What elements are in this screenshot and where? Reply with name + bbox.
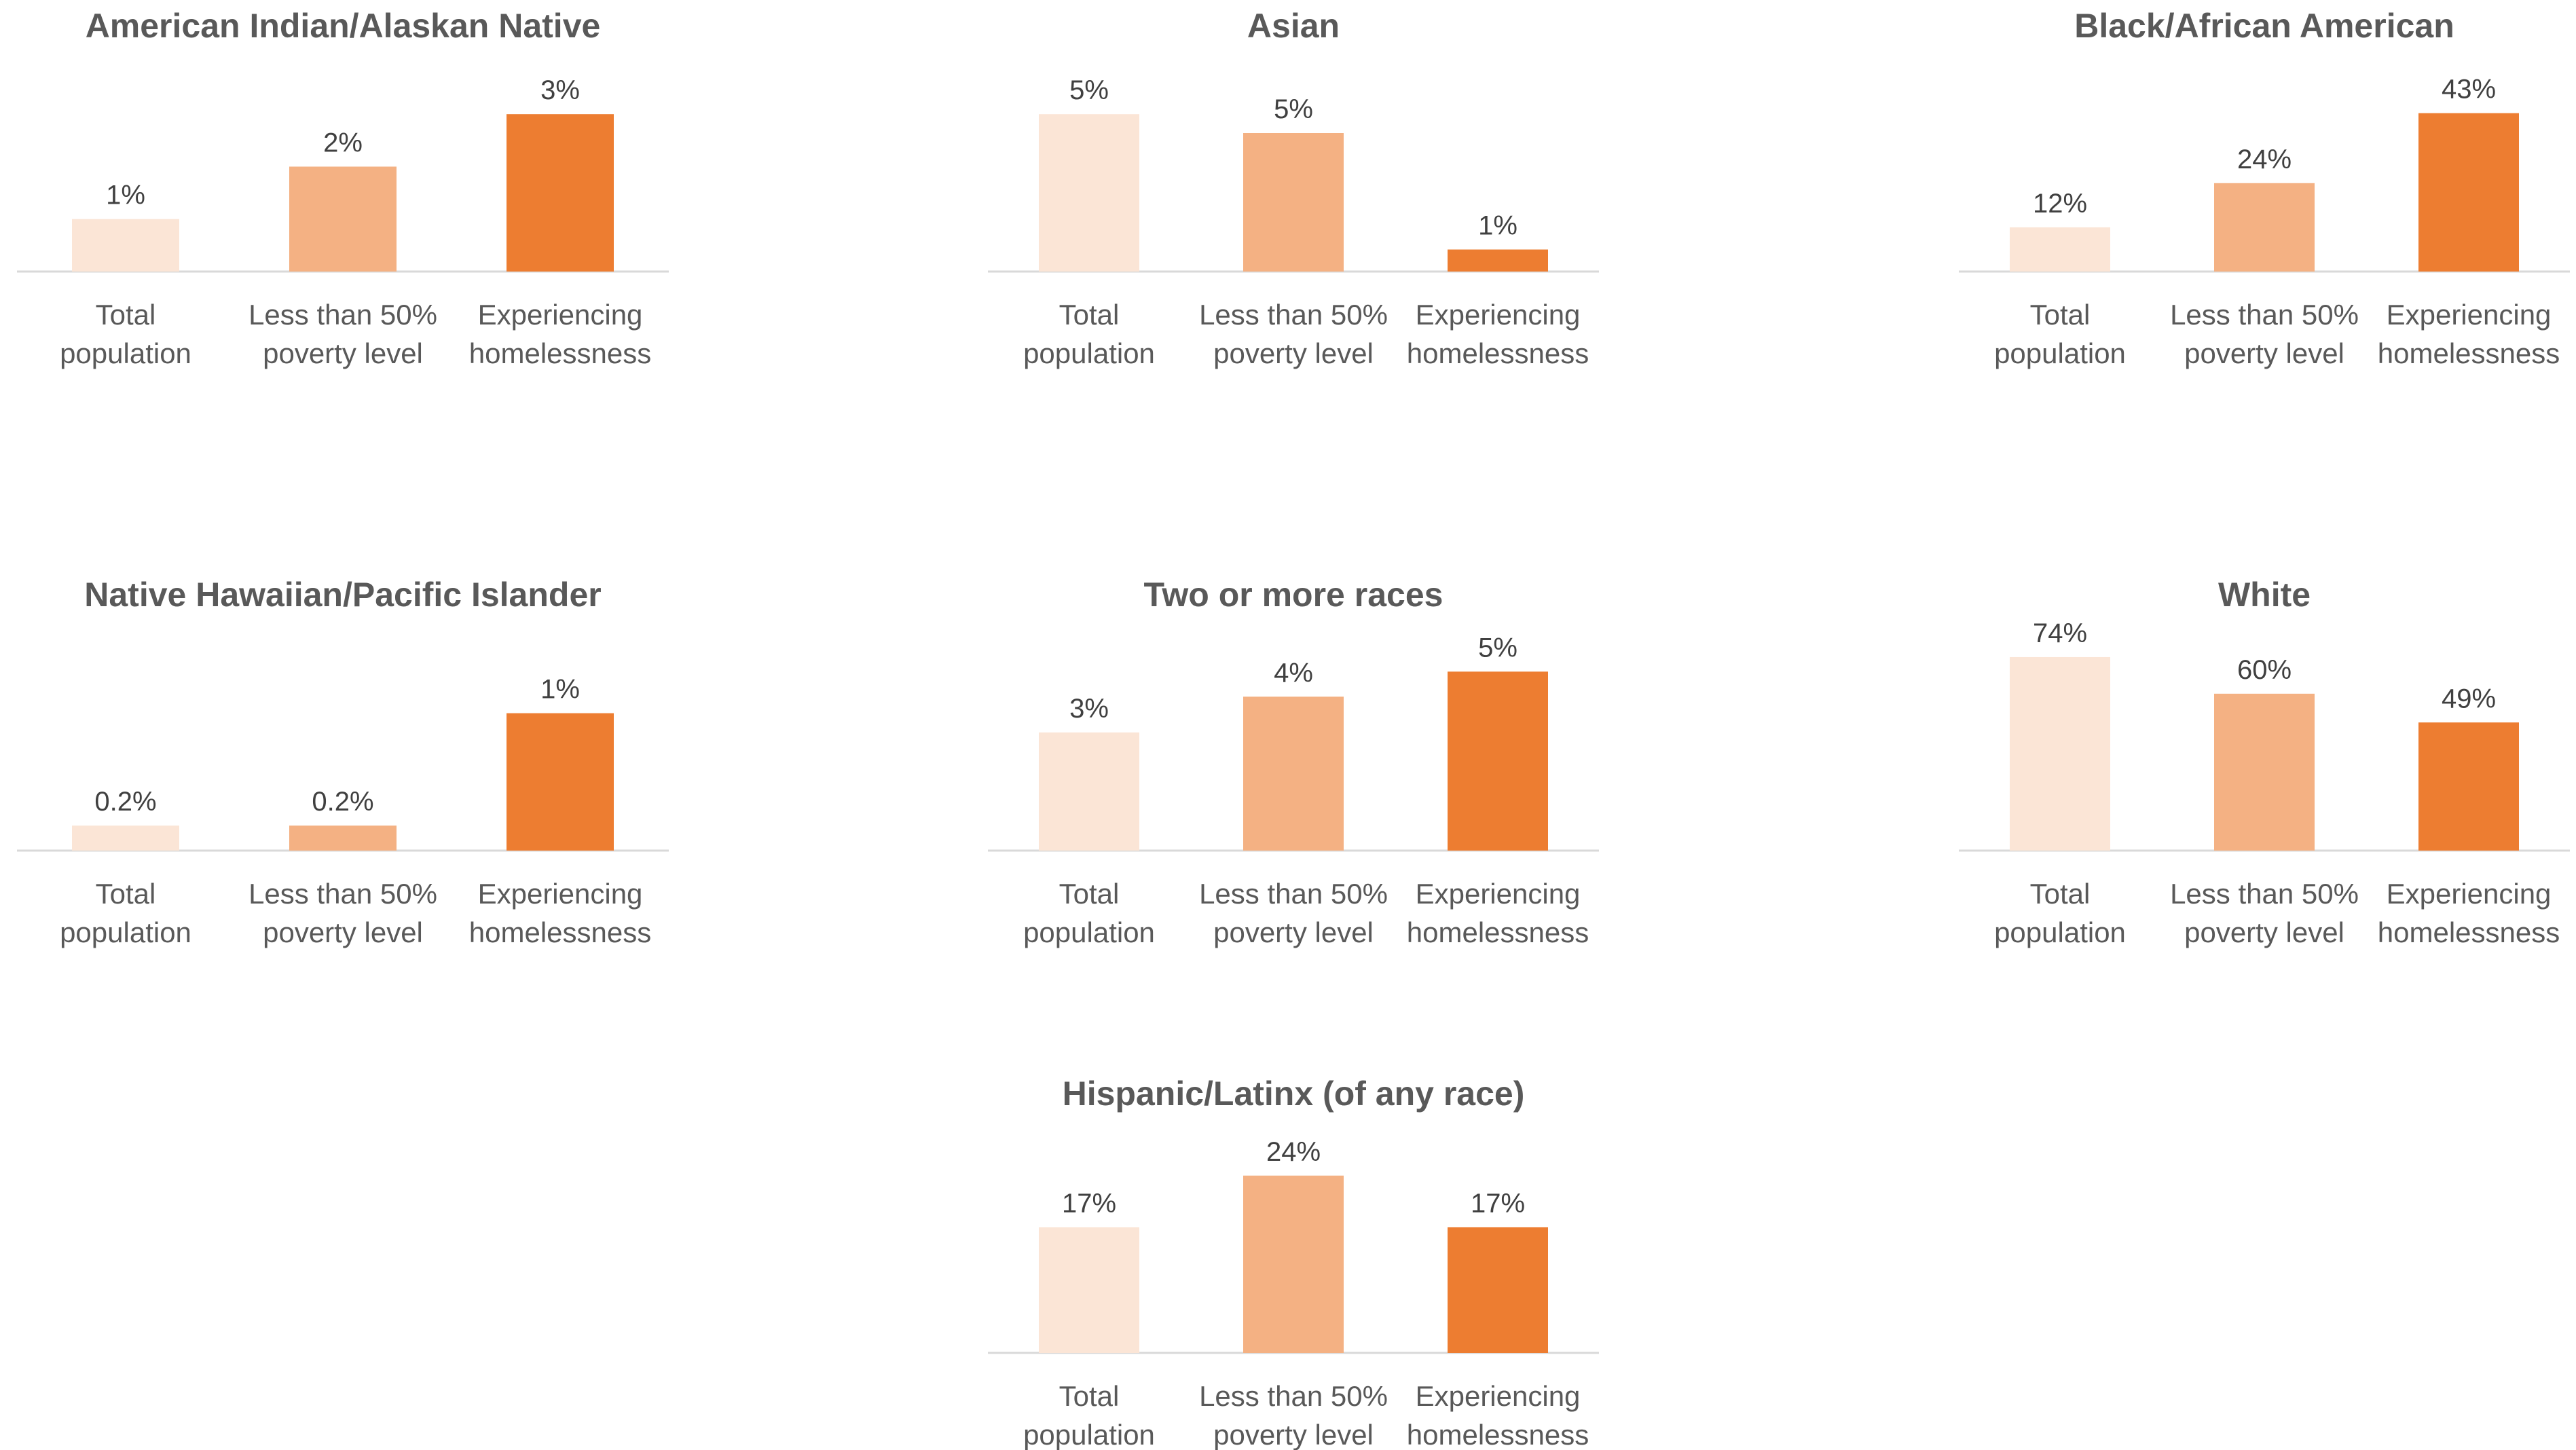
x-tick-label: Total: [1059, 299, 1120, 331]
x-tick-label: Less than 50%: [249, 878, 437, 910]
data-label: 24%: [2237, 145, 2292, 174]
x-tick-label: homelessness: [2378, 916, 2560, 948]
chart-title: Black/African American: [2074, 7, 2454, 45]
bar-total-population: [1039, 114, 1139, 272]
bar-experiencing-homelessness: [1448, 671, 1548, 851]
data-label: 17%: [1471, 1189, 1525, 1219]
data-label: 2%: [323, 128, 363, 157]
bar-experiencing-homelessness: [2418, 722, 2519, 851]
x-tick-label: poverty level: [1213, 1419, 1374, 1450]
x-tick-label: Total: [96, 299, 156, 331]
x-tick-label: poverty level: [1213, 916, 1374, 948]
chart-title: Two or more races: [1144, 576, 1443, 614]
x-tick-label: poverty level: [2184, 337, 2344, 369]
x-tick-label: homelessness: [1407, 916, 1589, 948]
x-tick-label: population: [60, 916, 191, 948]
x-tick-label: Less than 50%: [249, 299, 437, 331]
x-tick-label: Less than 50%: [1199, 878, 1388, 910]
data-label: 43%: [2442, 75, 2496, 105]
data-label: 5%: [1274, 94, 1313, 124]
chart-title: Hispanic/Latinx (of any race): [1063, 1075, 1525, 1113]
x-tick-label: Total: [96, 878, 156, 910]
data-label: 49%: [2442, 684, 2496, 713]
bar-experiencing-homelessness: [507, 114, 614, 272]
bar-experiencing-homelessness: [507, 713, 614, 851]
data-label: 60%: [2237, 655, 2292, 685]
data-label: 74%: [2033, 618, 2087, 648]
bar-less-than-50-poverty: [2214, 183, 2315, 272]
x-tick-label: Less than 50%: [1199, 299, 1388, 331]
x-tick-label: homelessness: [469, 916, 651, 948]
x-tick-label: population: [1023, 337, 1155, 369]
bar-experiencing-homelessness: [1448, 1227, 1548, 1353]
data-label: 1%: [540, 675, 580, 705]
x-tick-label: Total: [1059, 878, 1120, 910]
x-tick-label: Experiencing: [2387, 299, 2552, 331]
bar-experiencing-homelessness: [1448, 249, 1548, 272]
x-tick-label: Total: [2030, 878, 2091, 910]
data-label: 3%: [540, 75, 580, 105]
x-tick-label: homelessness: [1407, 337, 1589, 369]
x-tick-label: homelessness: [1407, 1419, 1589, 1450]
x-tick-label: Experiencing: [1416, 1380, 1581, 1412]
data-label: 24%: [1266, 1137, 1321, 1167]
chart-panel: Hispanic/Latinx (of any race) 17% Total pop…: [988, 1075, 1599, 1450]
data-label: 12%: [2033, 189, 2087, 219]
chart-panel: Black/African American 12% Total population…: [1959, 7, 2570, 369]
data-label: 0.2%: [312, 787, 373, 817]
bar-less-than-50-poverty: [289, 166, 397, 272]
x-tick-label: homelessness: [469, 337, 651, 369]
data-label: 5%: [1478, 633, 1517, 663]
x-tick-label: population: [1023, 916, 1155, 948]
chart-panel: Native Hawaiian/Pacific Islander 0.2% Tota…: [17, 576, 669, 948]
x-tick-label: Less than 50%: [1199, 1380, 1388, 1412]
x-tick-label: Total: [2030, 299, 2091, 331]
bar-total-population: [1039, 1227, 1139, 1353]
x-tick-label: Experiencing: [1416, 878, 1581, 910]
bar-less-than-50-poverty: [2214, 693, 2315, 851]
x-tick-label: Experiencing: [2387, 878, 2552, 910]
bar-less-than-50-poverty: [1243, 1175, 1344, 1353]
data-label: 1%: [106, 181, 145, 210]
chart-title: Asian: [1247, 7, 1340, 45]
x-tick-label: Less than 50%: [2170, 878, 2359, 910]
chart-panel: White 74% Total population 60% Less than 50% p…: [1959, 576, 2570, 948]
bar-total-population: [2010, 227, 2110, 272]
x-tick-label: poverty level: [2184, 916, 2344, 948]
chart-title: Native Hawaiian/Pacific Islander: [84, 576, 601, 614]
data-label: 1%: [1478, 211, 1517, 241]
chart-panel: Two or more races 3% Total population 4% Less…: [988, 576, 1599, 948]
bar-total-population: [2010, 656, 2110, 851]
bar-less-than-50-poverty: [1243, 696, 1344, 851]
bar-experiencing-homelessness: [2418, 113, 2519, 272]
x-tick-label: homelessness: [2378, 337, 2560, 369]
data-label: 4%: [1274, 658, 1313, 688]
x-tick-label: population: [60, 337, 191, 369]
x-tick-label: poverty level: [263, 916, 423, 948]
data-label: 0.2%: [94, 787, 156, 817]
bar-total-population: [72, 825, 179, 851]
x-tick-label: poverty level: [1213, 337, 1374, 369]
chart-panel: Asian 5% Total population 5% Less than 50% pov…: [988, 7, 1599, 369]
bar-less-than-50-poverty: [1243, 133, 1344, 272]
x-tick-label: Experiencing: [478, 299, 643, 331]
x-tick-label: population: [1994, 337, 2126, 369]
bar-total-population: [72, 219, 179, 272]
bar-less-than-50-poverty: [289, 825, 397, 851]
x-tick-label: population: [1023, 1419, 1155, 1450]
data-label: 5%: [1069, 75, 1109, 105]
x-tick-label: poverty level: [263, 337, 423, 369]
data-label: 17%: [1062, 1189, 1116, 1219]
x-tick-label: Experiencing: [1416, 299, 1581, 331]
bar-total-population: [1039, 732, 1139, 851]
x-tick-label: Total: [1059, 1380, 1120, 1412]
x-tick-label: population: [1994, 916, 2126, 948]
x-tick-label: Experiencing: [478, 878, 643, 910]
chart-panel: American Indian/Alaskan Native 1% Total pop…: [17, 7, 669, 369]
data-label: 3%: [1069, 694, 1109, 724]
chart-title: White: [2218, 576, 2311, 614]
chart-title: American Indian/Alaskan Native: [86, 7, 601, 45]
x-tick-label: Less than 50%: [2170, 299, 2359, 331]
